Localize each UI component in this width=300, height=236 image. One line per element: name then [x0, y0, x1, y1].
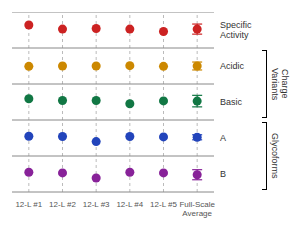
html-text:A: A — [220, 133, 226, 143]
html-text:Specific Activity: Specific Activity — [220, 20, 252, 40]
html-text:Glycoforms: Glycoforms — [270, 133, 280, 179]
svg-text:12-L #3: 12-L #3 — [83, 200, 110, 209]
html-text:B: B — [220, 169, 226, 179]
html-text:Basic: Basic — [220, 97, 242, 107]
html-text:Acidic: Acidic — [220, 61, 244, 71]
svg-text:12-L #5: 12-L #5 — [150, 200, 177, 209]
svg-text:12-L #1: 12-L #1 — [15, 200, 42, 209]
svg-text:Full-ScaleAverage: Full-ScaleAverage — [179, 200, 215, 218]
svg-text:12-L #4: 12-L #4 — [116, 200, 143, 209]
html-text:Charge Variants: Charge Variants — [270, 67, 290, 101]
svg-text:12-L #2: 12-L #2 — [49, 200, 76, 209]
